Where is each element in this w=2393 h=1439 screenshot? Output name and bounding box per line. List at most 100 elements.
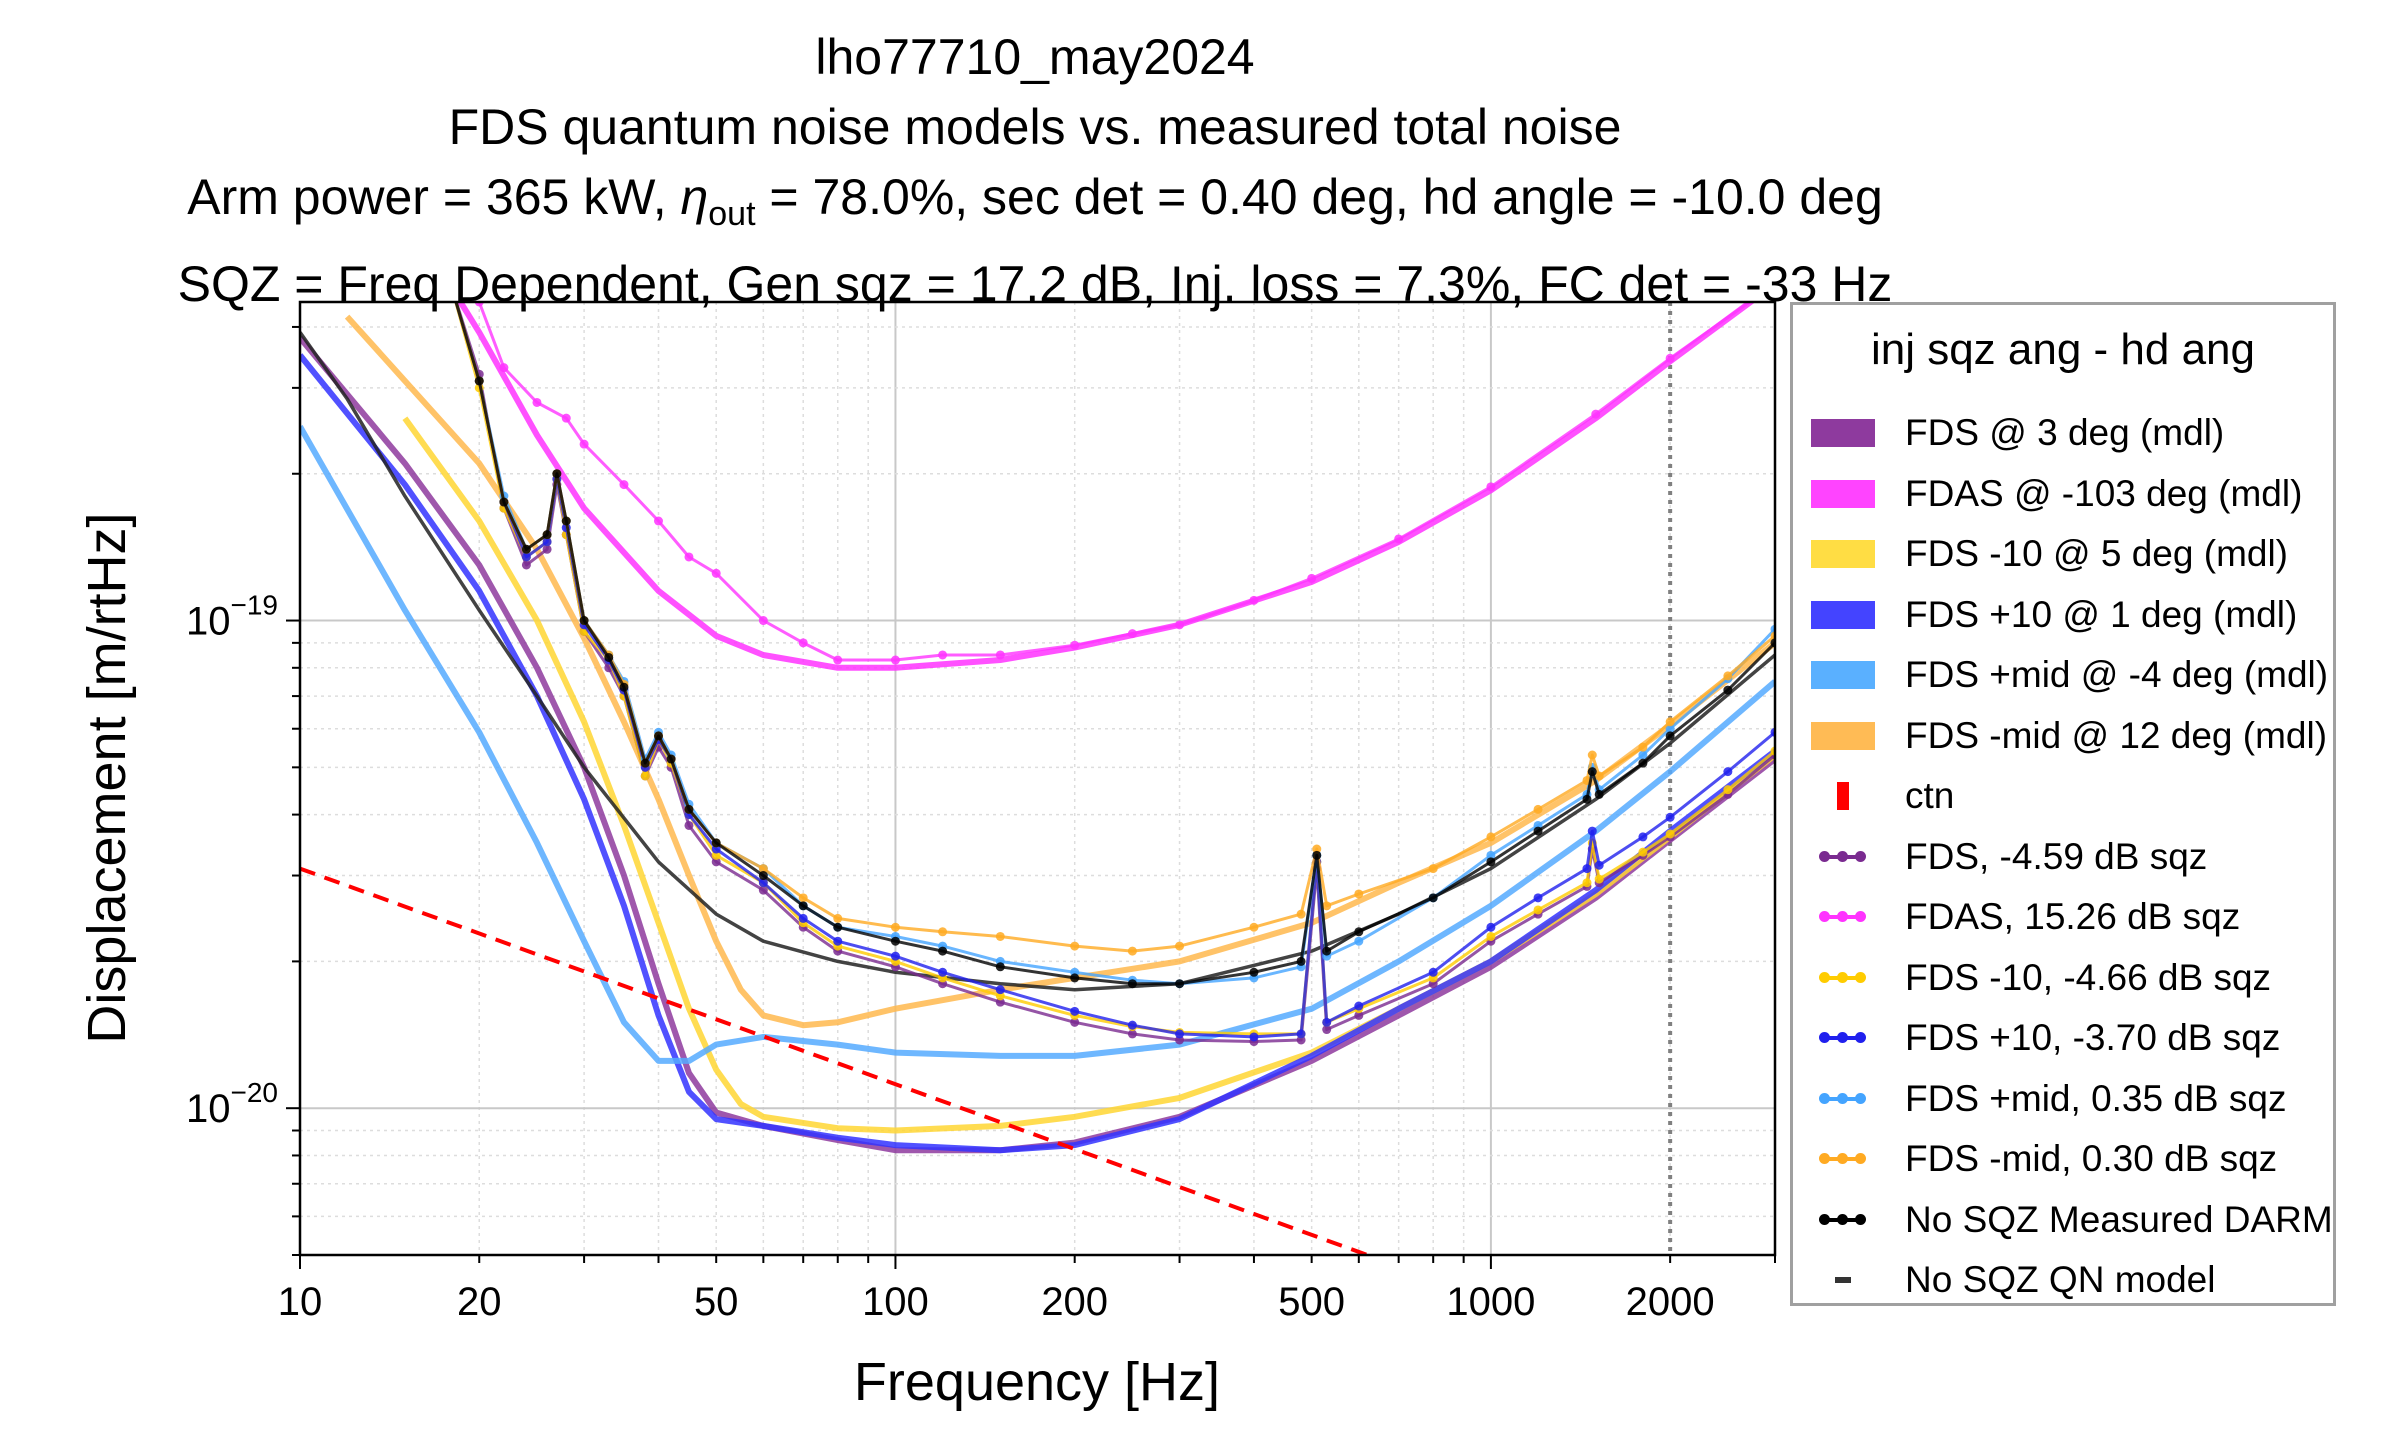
model-curve-ctn <box>300 866 1368 1255</box>
measured-point <box>1428 864 1438 874</box>
measured-point <box>711 838 721 848</box>
tick-layer: 10 20 50 100 200 500 1000 2000 10−20 10−19 <box>186 325 1776 1324</box>
measured-point <box>1354 1010 1364 1020</box>
measured-point <box>1296 956 1306 966</box>
x-axis-label: Frequency [Hz] <box>854 1352 1220 1412</box>
legend-entry: FDS @ 3 deg (mdl) <box>1793 403 2224 463</box>
x-tick-label: 2000 <box>1626 1280 1715 1324</box>
legend-entry: FDS -10 @ 5 deg (mdl) <box>1793 524 2288 584</box>
measured-point <box>1322 1017 1332 1027</box>
model-curve-fds-10-1-deg-mdl- <box>300 353 1775 1154</box>
legend-entry: FDAS @ -103 deg (mdl) <box>1793 464 2302 524</box>
measured-point <box>995 985 1005 995</box>
measured-point <box>499 363 509 373</box>
measured-point <box>684 820 694 830</box>
measured-point <box>995 650 1005 660</box>
measured-point <box>798 893 808 903</box>
legend-label: FDS @ 3 deg (mdl) <box>1905 412 2225 453</box>
legend-swatch <box>1811 524 1875 584</box>
measured-point <box>1771 279 1780 288</box>
measured-point <box>1582 794 1592 804</box>
measured-point <box>1322 901 1332 911</box>
y-axis-label: Displacement [m/rtHz] <box>77 512 137 1043</box>
param-eta-subscript: out <box>708 195 756 233</box>
measured-point <box>521 560 531 570</box>
measured-point <box>833 922 843 932</box>
chart-title: lho77710_may2024 <box>815 29 1255 85</box>
model-curve-fds-mid-4-deg-mdl- <box>300 425 1775 1064</box>
measured-point <box>1175 1029 1185 1039</box>
legend-entry: FDS, -4.59 dB sqz <box>1793 827 2207 887</box>
measured-point <box>758 864 768 874</box>
measured-point <box>1594 789 1604 799</box>
measured-point <box>552 469 562 479</box>
measured-point <box>1394 534 1404 544</box>
measured-point <box>542 537 552 547</box>
legend-label: FDS -mid, 0.30 dB sqz <box>1905 1138 2278 1179</box>
legend-entry: No SQZ Measured DARM <box>1793 1190 2333 1250</box>
measured-point <box>1665 717 1675 727</box>
legend-swatch <box>1811 464 1875 524</box>
measured-point <box>684 552 694 562</box>
measured-point <box>711 568 721 578</box>
measured-point <box>1070 1017 1080 1027</box>
measured-point <box>1127 629 1137 639</box>
legend-entry: FDS -10, -4.66 dB sqz <box>1793 948 2271 1008</box>
measured-point <box>758 885 768 895</box>
legend-swatch <box>1811 887 1875 947</box>
legend-label: No SQZ QN model <box>1905 1259 2216 1300</box>
legend-swatch <box>1811 1008 1875 1068</box>
measured-point <box>1665 724 1675 734</box>
measured-point <box>1070 941 1080 951</box>
measured-point <box>1486 482 1496 492</box>
legend-label: FDS -10, -4.66 dB sqz <box>1905 956 2272 998</box>
measured-point <box>521 544 531 554</box>
legend-swatch <box>1811 1190 1875 1250</box>
measured-point <box>1594 874 1604 884</box>
legend-entry: FDS +10, -3.70 dB sqz <box>1793 1008 2280 1068</box>
measured-point <box>798 901 808 911</box>
legend-label: FDS +mid, 0.35 dB sqz <box>1905 1077 2287 1119</box>
x-tick-label: 20 <box>457 1280 502 1324</box>
legend-label: FDAS, 15.26 dB sqz <box>1905 896 2241 937</box>
legend-swatch <box>1811 403 1875 463</box>
measured-point <box>1638 750 1648 760</box>
measured-point <box>1249 1032 1259 1042</box>
measured-point <box>1591 409 1601 419</box>
legend-swatch <box>1811 1250 1875 1310</box>
measured-point <box>448 284 457 293</box>
measured-point <box>1354 889 1364 899</box>
measured-point <box>1582 878 1592 888</box>
legend-entry: FDS -mid, 0.30 dB sqz <box>1793 1129 2277 1189</box>
measured-point <box>1127 946 1137 956</box>
measured-point <box>499 497 509 507</box>
measured-point <box>1533 905 1543 915</box>
measured-point <box>938 650 948 660</box>
legend-label: FDAS @ -103 deg (mdl) <box>1905 472 2303 514</box>
measured-point <box>1175 979 1185 989</box>
measured-point <box>1070 973 1080 983</box>
measured-point <box>798 638 808 648</box>
measured-point <box>1127 979 1137 989</box>
measured-point <box>1638 742 1648 752</box>
measured-point <box>1175 620 1185 630</box>
measured-trace-fds-4-59-db-sqz <box>454 302 1775 1043</box>
measured-point <box>1312 850 1322 860</box>
measured-trace-fds-10-3-70-db-sqz <box>454 302 1775 1039</box>
measured-point <box>1127 1029 1137 1039</box>
measured-point <box>1638 758 1648 768</box>
measured-point <box>604 652 614 662</box>
measured-point <box>758 878 768 888</box>
measured-point <box>711 850 721 860</box>
x-tick-label: 500 <box>1278 1280 1345 1324</box>
model-curve-fds-3-deg-mdl- <box>300 335 1775 1154</box>
measured-point <box>1354 1001 1364 1011</box>
measured-point <box>1665 731 1675 741</box>
measured-point <box>938 967 948 977</box>
measured-point <box>1665 812 1675 822</box>
legend-label: ctn <box>1905 775 1955 816</box>
measured-point <box>448 284 457 293</box>
measured-point <box>1486 857 1496 867</box>
measured-point <box>1127 1020 1137 1030</box>
